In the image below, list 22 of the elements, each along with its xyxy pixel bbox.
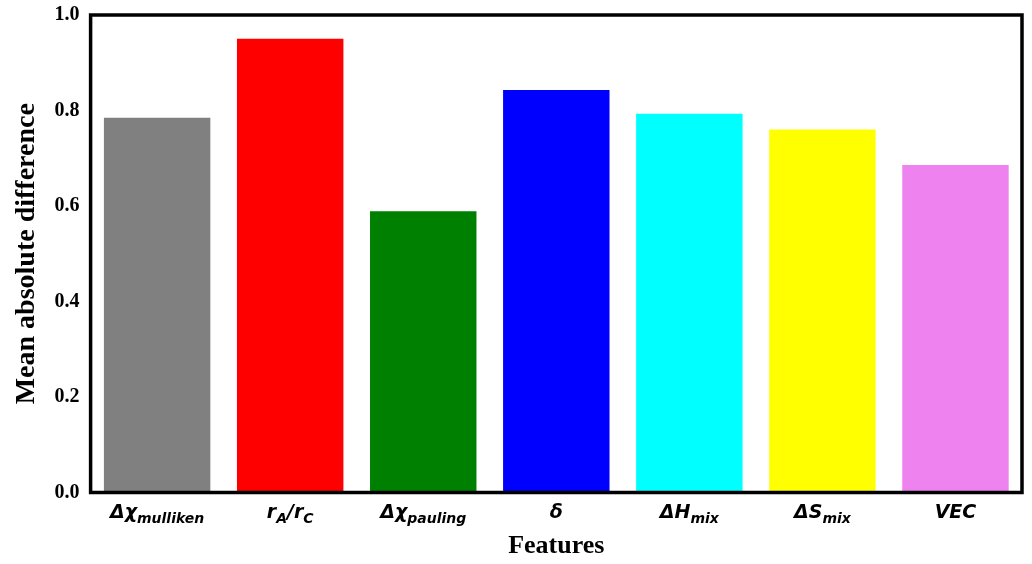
y-tick-label: 0.0 [54,479,80,502]
x-tick-label: δ [549,500,563,523]
bar [103,117,211,493]
x-tick-label: VEC [934,500,977,523]
x-tick-label: ΔH$_{mix}$ [659,500,719,527]
y-tick-label: 0.8 [54,97,80,120]
x-tick-label: Δχ$_{mulliken}$ [110,500,205,527]
bar [503,89,610,493]
y-tick-label: 1.0 [54,2,80,25]
bar [236,38,344,493]
y-tick-label: 0.6 [54,193,80,216]
x-tick-label: r$_{A}$/r$_{C}$ [266,500,314,527]
x-tick-label: Δχ$_{pauling}$ [380,500,467,527]
bar [902,164,1009,493]
y-axis-title: Mean absolute difference [9,103,41,405]
bar [370,211,477,493]
y-tick-label: 0.4 [54,288,80,311]
x-tick-label: ΔS$_{mix}$ [794,500,851,527]
bar [636,113,743,493]
x-axis-title: Features [508,530,605,560]
bar [769,129,876,493]
y-tick-label: 0.2 [54,384,80,407]
